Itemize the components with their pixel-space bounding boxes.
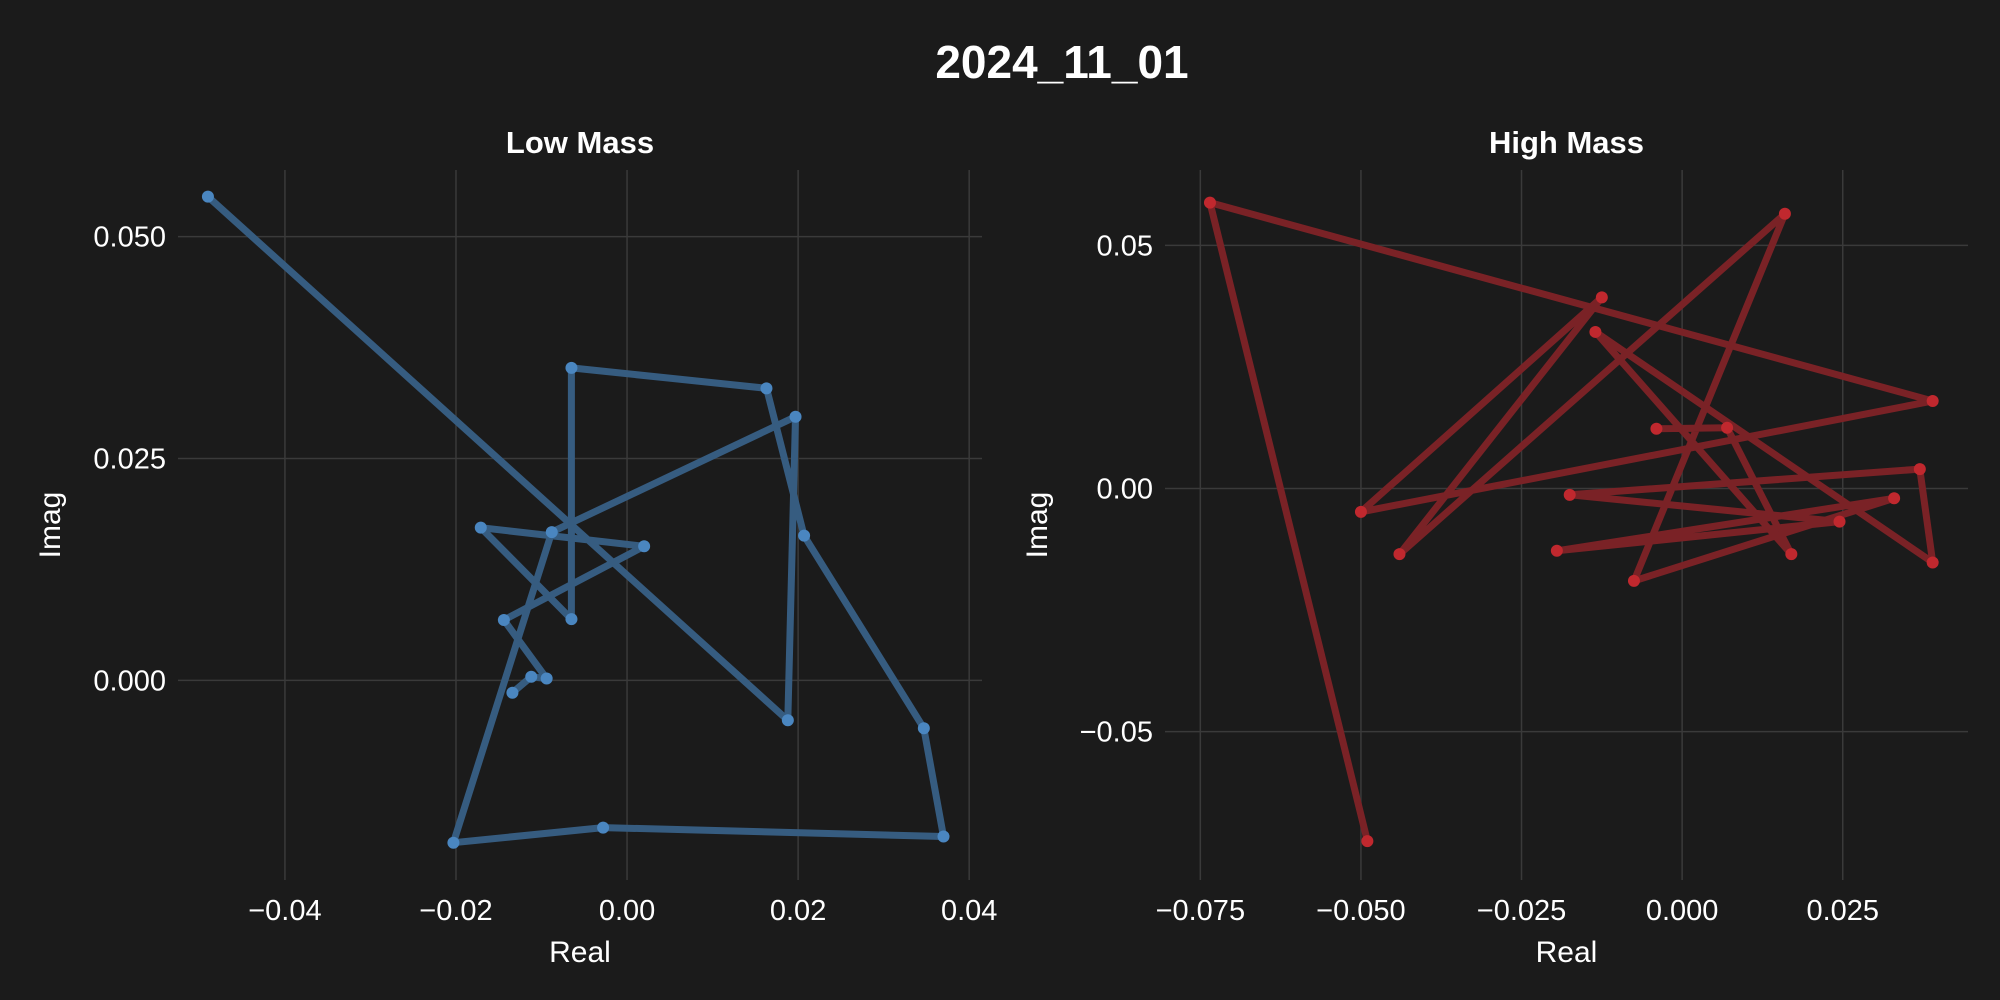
- high-mass-point: [1833, 515, 1846, 528]
- low-mass-x-tick-label: 0.02: [770, 895, 826, 927]
- low-mass-point: [447, 836, 460, 849]
- low-mass-point: [565, 613, 578, 626]
- low-mass-point: [638, 540, 651, 553]
- high-mass-point: [1361, 835, 1374, 848]
- high-mass-series-line: [1206, 199, 1937, 845]
- high-mass-point: [1563, 488, 1576, 501]
- low-mass-title: Low Mass: [506, 125, 654, 160]
- low-mass-point: [474, 521, 487, 534]
- low-mass-point: [597, 821, 610, 834]
- low-mass-y-tick-label: 0.000: [93, 665, 166, 697]
- low-mass-point: [540, 672, 553, 685]
- low-mass-x-axis-label: Real: [549, 936, 611, 969]
- low-mass-point: [781, 714, 794, 727]
- low-mass-point: [201, 190, 214, 203]
- high-mass-title: High Mass: [1489, 125, 1644, 160]
- high-mass-point: [1595, 291, 1608, 304]
- high-mass-point: [1721, 421, 1734, 434]
- high-mass-point: [1650, 422, 1663, 435]
- high-mass-y-tick-label: 0.00: [1097, 474, 1153, 506]
- low-mass-x-tick-label: 0.04: [941, 895, 997, 927]
- low-mass-point: [565, 361, 578, 374]
- low-mass-x-tick-label: 0.00: [599, 895, 655, 927]
- high-mass-x-tick-label: −0.025: [1477, 895, 1567, 927]
- high-mass-point: [1203, 196, 1216, 209]
- high-mass-y-tick-label: −0.05: [1080, 717, 1153, 749]
- low-mass-x-tick-label: −0.04: [248, 895, 321, 927]
- low-mass-point: [545, 526, 558, 539]
- low-mass-point: [917, 722, 930, 735]
- high-mass-x-tick-label: 0.025: [1806, 895, 1879, 927]
- high-mass-point: [1354, 505, 1367, 518]
- high-mass-y-axis-label: Imag: [1021, 492, 1054, 559]
- low-mass-y-tick-label: 0.025: [93, 443, 166, 475]
- figure-title: 2024_11_01: [935, 36, 1188, 88]
- low-mass-y-tick-label: 0.050: [93, 222, 166, 254]
- high-mass-point: [1589, 325, 1602, 338]
- low-mass-x-tick-label: −0.02: [419, 895, 492, 927]
- high-mass-point: [1393, 548, 1406, 561]
- low-mass-series-line: [204, 193, 947, 847]
- low-mass-point: [937, 830, 950, 843]
- high-mass-x-tick-label: 0.000: [1646, 895, 1719, 927]
- high-mass-point: [1785, 548, 1798, 561]
- high-mass-point: [1926, 394, 1939, 407]
- low-mass-point: [798, 529, 811, 542]
- low-mass-y-axis-label: Imag: [34, 492, 67, 559]
- low-mass-point: [760, 382, 773, 395]
- high-mass-point: [1627, 574, 1640, 587]
- high-mass-point: [1926, 556, 1939, 569]
- high-mass-x-axis-label: Real: [1536, 936, 1598, 969]
- high-mass-panel: −0.075 −0.050 −0.025 0.000 0.025 −0.05 0.00 0.0…: [1021, 125, 1968, 969]
- low-mass-point: [497, 613, 510, 626]
- low-mass-point: [525, 670, 538, 683]
- high-mass-point: [1778, 207, 1791, 220]
- high-mass-point: [1888, 492, 1901, 505]
- high-mass-x-tick-label: −0.075: [1156, 895, 1246, 927]
- low-mass-point: [506, 686, 519, 699]
- low-mass-point: [789, 410, 802, 423]
- low-mass-panel: −0.04 −0.02 0.00 0.02 0.04 0.000 0.025 0.050 Low…: [34, 125, 997, 969]
- high-mass-point: [1550, 544, 1563, 557]
- high-mass-point: [1913, 463, 1926, 476]
- high-mass-y-tick-label: 0.05: [1097, 230, 1153, 262]
- high-mass-x-tick-label: −0.050: [1316, 895, 1406, 927]
